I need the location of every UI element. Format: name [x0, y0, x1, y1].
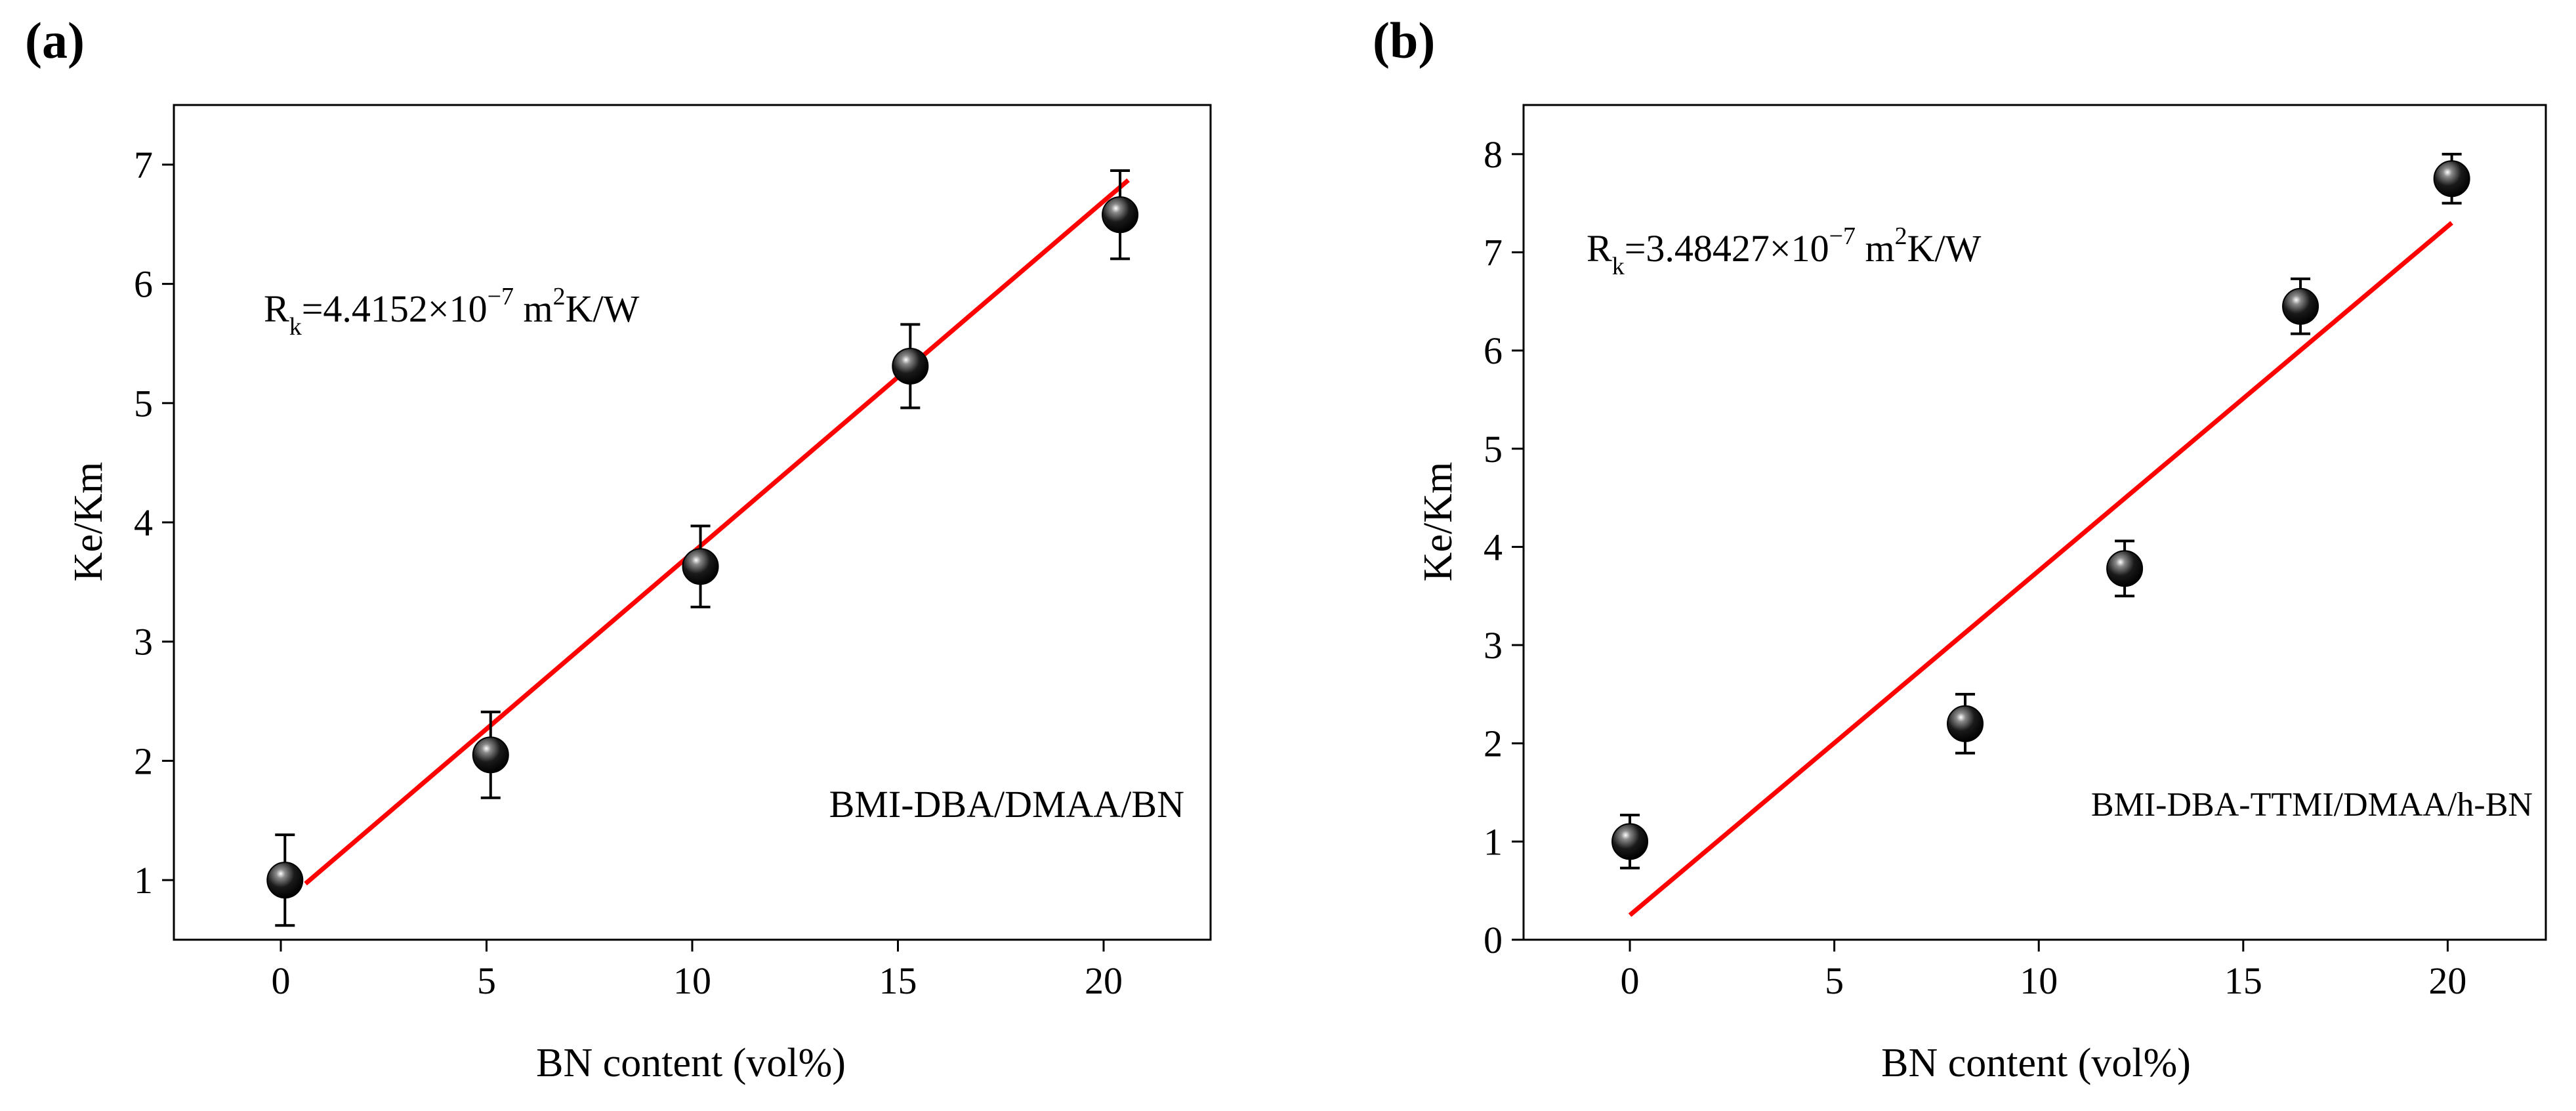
y-tick-label: 3: [1484, 624, 1503, 667]
data-point: [1611, 823, 1649, 860]
y-tick-label: 1: [1484, 820, 1503, 863]
x-tick-label: 10: [2020, 959, 2058, 1002]
data-point: [1102, 196, 1139, 234]
x-axis-title-a: BN content (vol%): [536, 1041, 846, 1085]
data-point: [892, 347, 929, 385]
y-tick-label: 5: [1484, 428, 1503, 471]
x-tick-label: 15: [879, 959, 917, 1002]
data-point: [2433, 160, 2470, 198]
y-tick-label: 3: [134, 621, 153, 663]
y-tick-label: 5: [134, 382, 153, 425]
y-tick-label: 8: [1484, 133, 1503, 176]
rk-annotation-a: Rk=4.4152×10−7 m2K/W: [264, 283, 640, 341]
plot-area-a: 0 5 10 15 20 1 2 3 4 5 6 7: [134, 104, 1212, 1002]
x-tick-label: 20: [2428, 959, 2466, 1002]
plot-area-b: 0 5 10 15 20 0 1 2 3 4 5 6 7 8: [1484, 104, 2547, 1002]
x-tick-label: 0: [1621, 959, 1640, 1002]
chart-panel-a: (a) 0 5 10 15 20 1 2 3 4 5 6 7 BN content (vol%) Ke…: [25, 12, 1212, 1085]
y-tick-label: 0: [1484, 919, 1503, 961]
y-tick-label: 2: [1484, 723, 1503, 765]
x-tick-label: 5: [477, 959, 496, 1002]
x-tick-label: 0: [272, 959, 291, 1002]
x-tick-label: 5: [1825, 959, 1844, 1002]
y-tick-label: 6: [134, 263, 153, 306]
y-tick-label: 2: [134, 740, 153, 782]
y-tick-label: 4: [1484, 526, 1503, 568]
rk-annotation-b: Rk=3.48427×10−7 m2K/W: [1587, 222, 1982, 280]
y-axis-title-a: Ke/Km: [66, 462, 111, 582]
sample-label-a: BMI-DBA/DMAA/BN: [829, 783, 1184, 826]
sample-label-b: BMI-DBA-TTMI/DMAA/h-BN: [2091, 786, 2533, 824]
data-point: [266, 862, 304, 899]
y-tick-label: 6: [1484, 329, 1503, 372]
data-point: [682, 548, 719, 585]
y-tick-label: 1: [134, 859, 153, 902]
x-tick-label: 20: [1085, 959, 1123, 1002]
data-point: [1947, 705, 1984, 742]
data-point: [472, 736, 509, 774]
y-tick-label: 7: [134, 144, 153, 186]
fit-line-a: [304, 178, 1130, 886]
data-point: [2106, 550, 2144, 587]
panel-label-a: (a): [25, 12, 85, 69]
x-tick-label: 10: [673, 959, 711, 1002]
y-tick-label: 7: [1484, 231, 1503, 274]
data-point: [2282, 287, 2319, 325]
y-tick-label: 4: [134, 501, 153, 544]
x-axis-title-b: BN content (vol%): [1881, 1041, 2191, 1085]
x-tick-label: 15: [2224, 959, 2262, 1002]
plot-frame-b: [1522, 104, 2547, 941]
y-axis-title-b: Ke/Km: [1416, 462, 1461, 582]
panel-label-b: (b): [1373, 12, 1435, 69]
fit-line-b: [1628, 220, 2453, 917]
